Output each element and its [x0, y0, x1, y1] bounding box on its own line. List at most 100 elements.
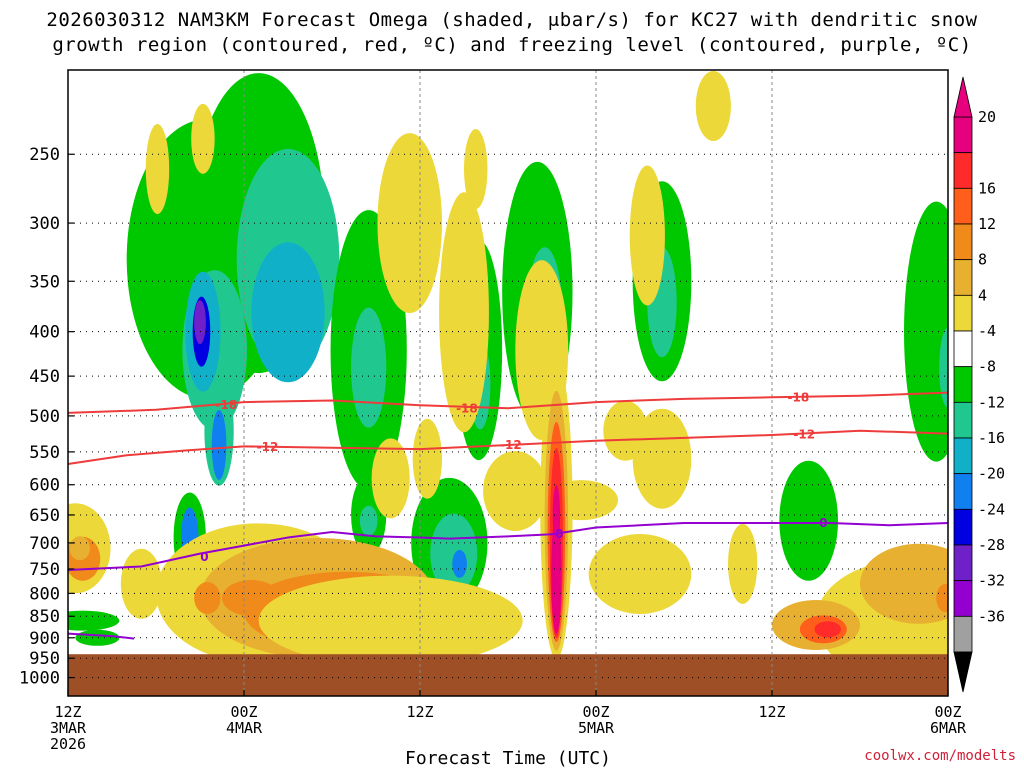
colorbar-label: -8: [978, 358, 996, 376]
colorbar-label: -16: [978, 429, 1005, 447]
omega-strong-descent-region: [258, 575, 523, 666]
contour-label: -18: [216, 398, 238, 412]
omega-descent-region: [728, 523, 758, 604]
omega-strong-descent-region: [69, 536, 90, 561]
omega-strong-descent-region: [814, 621, 841, 638]
chart-title-line1: 2026030312 NAM3KM Forecast Omega (shaded…: [46, 9, 977, 31]
colorbar-swatch: [953, 473, 973, 510]
colorbar-label: -36: [978, 607, 1005, 625]
colorbar-swatch: [953, 437, 973, 475]
colorbar-label: -28: [978, 536, 1005, 554]
colorbar-swatch: [953, 152, 973, 189]
colorbar-label: 4: [978, 286, 987, 304]
colorbar-swatch: [953, 294, 973, 332]
omega-ascent-region: [194, 300, 206, 345]
colorbar-swatch: [953, 401, 973, 439]
y-tick-label: 250: [29, 145, 60, 165]
omega-ascent-region: [351, 307, 387, 428]
omega-ascent-region: [75, 629, 120, 646]
omega-descent-region: [632, 408, 692, 509]
y-tick-label: 850: [29, 607, 60, 627]
omega-descent-region: [371, 438, 410, 519]
omega-descent-region: [412, 418, 443, 499]
colorbar-swatch: [953, 544, 973, 582]
omega-descent-region: [377, 133, 442, 314]
x-axis-label: Forecast Time (UTC): [405, 748, 611, 768]
omega-descent-region: [695, 70, 731, 141]
x-tick-label: 12Z: [54, 703, 81, 721]
omega-strong-descent-region: [552, 484, 561, 545]
grid-lines: [68, 70, 948, 696]
plot-frame: [67, 69, 949, 697]
omega-strong-descent-region: [194, 582, 221, 615]
x-tick-label: 4MAR: [226, 719, 263, 737]
colorbar-swatch: [953, 223, 973, 261]
omega-ascent-region: [430, 513, 478, 594]
y-tick-label: 300: [29, 214, 60, 234]
omega-descent-region: [439, 192, 489, 433]
contour-label: -12: [793, 427, 815, 441]
omega-ascent-region: [939, 327, 948, 408]
omega-descent-region: [483, 450, 548, 531]
omega-ascent-region: [251, 242, 325, 383]
terrain-fill: [68, 654, 948, 696]
y-tick-label: 400: [29, 323, 60, 343]
y-tick-label: 950: [29, 649, 60, 669]
contour-label: 0: [555, 527, 563, 541]
x-tick-label: 00Z: [582, 703, 609, 721]
omega-descent-region: [191, 103, 215, 174]
x-tick-label: 3MAR: [50, 719, 87, 737]
colorbar-label: 16: [978, 179, 996, 197]
colorbar-swatch: [953, 615, 973, 653]
contour-line: [67, 522, 949, 571]
colorbar-label: -20: [978, 465, 1005, 483]
colorbar-bottom-arrow: [953, 651, 973, 693]
omega-ascent-region: [211, 409, 227, 480]
colorbar-label: -4: [978, 322, 996, 340]
x-tick-label: 00Z: [934, 703, 961, 721]
y-tick-label: 500: [29, 407, 60, 427]
colorbar-label: -12: [978, 393, 1005, 411]
omega-ascent-region: [452, 549, 467, 578]
y-tick-label: 1000: [19, 669, 60, 689]
y-tick-label: 700: [29, 534, 60, 554]
colorbar-swatch: [953, 259, 973, 296]
contour-line: [67, 391, 949, 414]
y-tick-label: 550: [29, 443, 60, 463]
chart-title-line2: growth region (contoured, red, ºC) and f…: [52, 34, 971, 56]
contour-label: -12: [257, 440, 279, 454]
x-tick-label: 5MAR: [578, 719, 615, 737]
contour-line: [67, 429, 949, 465]
y-tick-label: 900: [29, 629, 60, 649]
contour-line: [67, 632, 135, 640]
contour-label: -18: [456, 401, 478, 415]
x-tick-label: 00Z: [230, 703, 257, 721]
contour-label: 0: [200, 550, 208, 564]
y-tick-label: 750: [29, 560, 60, 580]
omega-descent-region: [588, 533, 692, 614]
omega-descent-region: [860, 543, 948, 624]
colorbar-label: -24: [978, 500, 1005, 518]
colorbar-swatch: [953, 580, 973, 617]
colorbar-swatch: [953, 366, 973, 403]
plot-area: [68, 70, 948, 696]
omega-descent-region: [120, 548, 162, 619]
y-tick-label: 650: [29, 506, 60, 526]
colorbar-label: 12: [978, 215, 996, 233]
omega-ascent-region: [68, 610, 120, 631]
y-tick-label: 450: [29, 367, 60, 387]
y-tick-label: 600: [29, 476, 60, 496]
colorbar-label: 8: [978, 251, 987, 269]
x-tick-label: 12Z: [406, 703, 433, 721]
colorbar-swatch: [953, 187, 973, 225]
x-tick-label: 6MAR: [930, 719, 967, 737]
colorbar-swatch: [953, 330, 973, 368]
y-tick-label: 350: [29, 272, 60, 292]
colorbar: 20 16 12 8 4 -4 -8 -12 -16 -20 -24 -28 -32 -36: [953, 76, 1005, 693]
y-tick-label: 800: [29, 584, 60, 604]
omega-strong-descent-region: [936, 584, 948, 613]
credit-text: coolwx.com/modelts: [864, 748, 1016, 764]
colorbar-label: -32: [978, 572, 1005, 590]
omega-descent-region: [145, 124, 170, 215]
